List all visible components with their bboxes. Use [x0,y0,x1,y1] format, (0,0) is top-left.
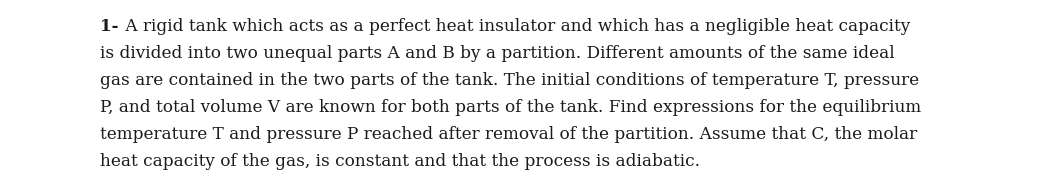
Text: 1-: 1- [100,18,119,35]
Text: temperature T and pressure P reached after removal of the partition. Assume that: temperature T and pressure P reached aft… [100,126,917,143]
Text: gas are contained in the two parts of the tank. The initial conditions of temper: gas are contained in the two parts of th… [100,72,919,89]
Text: heat capacity of the gas, is constant and that the process is adiabatic.: heat capacity of the gas, is constant an… [100,153,700,170]
Text: P, and total volume V are known for both parts of the tank. Find expressions for: P, and total volume V are known for both… [100,99,921,116]
Text: is divided into two unequal parts A and B by a partition. Different amounts of t: is divided into two unequal parts A and … [100,45,894,62]
Text: A rigid tank which acts as a perfect heat insulator and which has a negligible h: A rigid tank which acts as a perfect hea… [121,18,910,35]
